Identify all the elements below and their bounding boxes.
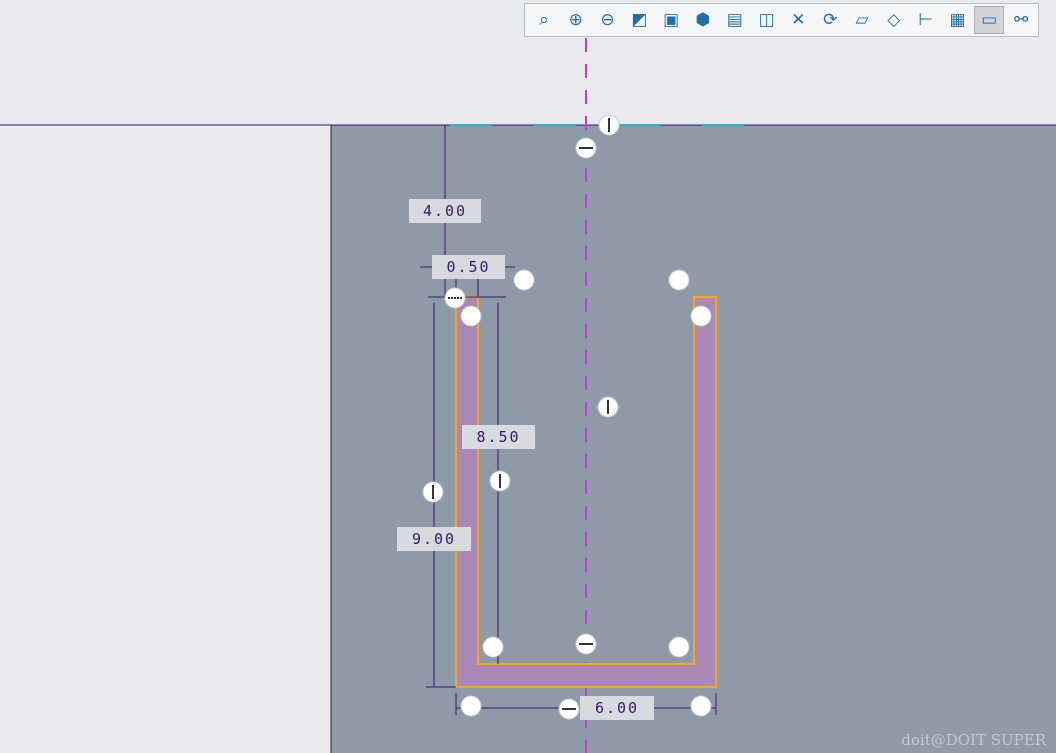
dimension-outer-height[interactable]: 9.00 bbox=[397, 527, 471, 551]
watermark: doit@DOIT SUPER bbox=[901, 731, 1046, 749]
zoom-out-button[interactable]: ⊖ bbox=[593, 6, 623, 34]
zoom-in-icon: ⊕ bbox=[568, 10, 583, 30]
spin-center-button[interactable]: ⟳ bbox=[815, 6, 845, 34]
constraint-glyphs bbox=[432, 118, 610, 710]
vertex-display-button[interactable]: ⚯ bbox=[1006, 6, 1036, 34]
perspective-button[interactable]: ◫ bbox=[752, 6, 782, 34]
symmetric-constraint-icon bbox=[460, 305, 482, 327]
dimension-top-offset[interactable]: 4.00 bbox=[409, 199, 481, 223]
wireframe-button[interactable]: ◇ bbox=[879, 6, 909, 34]
symmetric-constraint-icon bbox=[668, 269, 690, 291]
zoom-fit-button[interactable]: ⌕ bbox=[529, 6, 559, 34]
zoom-in-button[interactable]: ⊕ bbox=[561, 6, 591, 34]
constraint-display-icon: ▦ bbox=[949, 10, 966, 30]
saved-views-button[interactable]: ⬢ bbox=[688, 6, 718, 34]
vertex-display-icon: ⚯ bbox=[1013, 10, 1029, 30]
symmetric-constraint-icon bbox=[690, 305, 712, 327]
datum-display-icon: ✕ bbox=[791, 10, 806, 30]
symmetric-constraint-icon bbox=[460, 695, 482, 717]
u-channel-section[interactable] bbox=[455, 296, 717, 688]
sketch-view-button[interactable]: ◩ bbox=[624, 6, 654, 34]
symmetric-constraint-icon bbox=[690, 695, 712, 717]
shaded-button[interactable]: ▱ bbox=[847, 6, 877, 34]
view-manager-button[interactable]: ▤ bbox=[720, 6, 750, 34]
datum-display-button[interactable]: ✕ bbox=[784, 6, 814, 34]
grid-display-icon: ▭ bbox=[981, 10, 998, 30]
symmetric-constraint-icon bbox=[482, 636, 504, 658]
dimension-inner-height[interactable]: 8.50 bbox=[462, 425, 535, 449]
symmetric-constraint-icon bbox=[668, 636, 690, 658]
dimension-display-button[interactable]: ⊢ bbox=[911, 6, 941, 34]
symmetric-constraint-icon bbox=[513, 269, 535, 291]
dimension-display-icon: ⊢ bbox=[918, 10, 934, 30]
shaded-icon: ▱ bbox=[855, 10, 869, 30]
display-style-icon: ▣ bbox=[663, 10, 680, 30]
sketch-view-icon: ◩ bbox=[631, 10, 648, 30]
dimension-thickness[interactable]: 0.50 bbox=[432, 255, 505, 279]
dimension-width[interactable]: 6.00 bbox=[580, 696, 654, 720]
view-toolbar: ⌕ ⊕ ⊖ ◩ ▣ ⬢ ▤ ◫ ✕ ⟳ ▱ ◇ ⊢ ▦ ▭ ⚯ bbox=[524, 3, 1039, 37]
wireframe-icon: ◇ bbox=[887, 10, 901, 30]
perspective-icon: ◫ bbox=[758, 10, 775, 30]
spin-center-icon: ⟳ bbox=[823, 10, 838, 30]
view-manager-icon: ▤ bbox=[726, 10, 743, 30]
zoom-fit-icon: ⌕ bbox=[539, 10, 549, 30]
display-style-button[interactable]: ▣ bbox=[656, 6, 686, 34]
constraint-symbols[interactable] bbox=[422, 114, 712, 720]
saved-views-icon: ⬢ bbox=[695, 10, 711, 30]
constraint-display-button[interactable]: ▦ bbox=[943, 6, 973, 34]
zoom-out-icon: ⊖ bbox=[600, 10, 615, 30]
grid-display-button[interactable]: ▭ bbox=[974, 6, 1005, 34]
